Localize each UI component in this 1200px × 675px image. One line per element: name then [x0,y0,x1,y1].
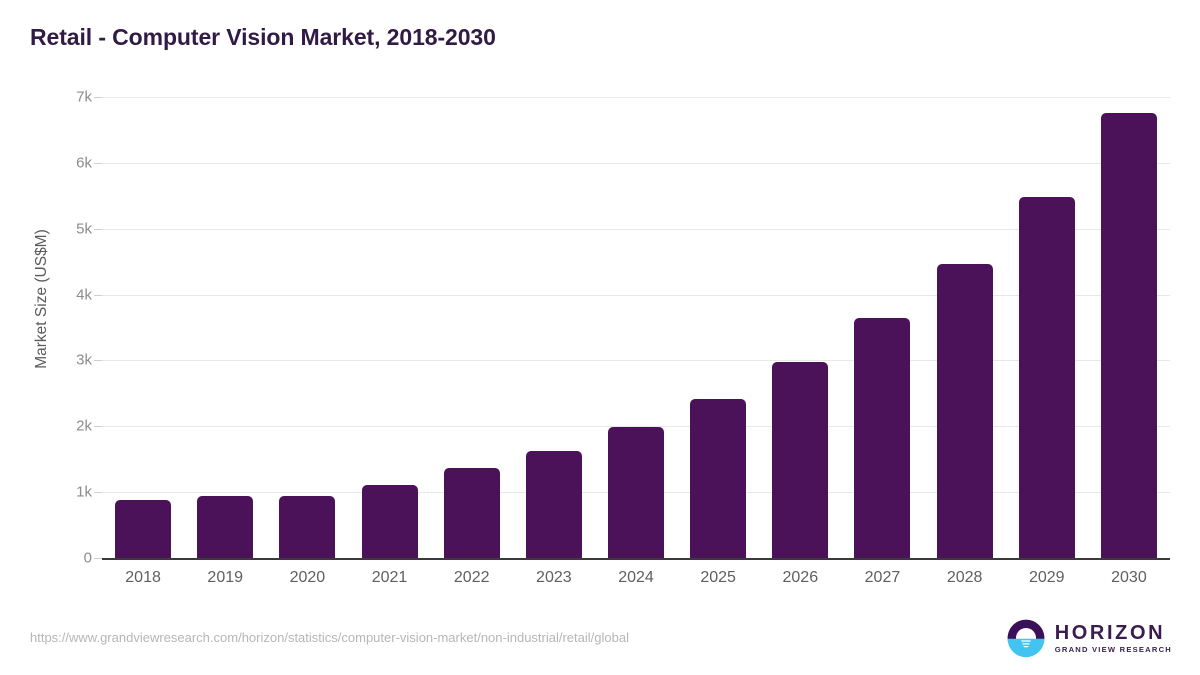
y-axis-tick-label: 5k [76,220,92,238]
y-axis-tick-mark [94,558,102,559]
horizon-tagline: GRAND VIEW RESEARCH [1054,644,1172,654]
bar-group[interactable]: 2026 [772,0,829,675]
bar[interactable] [443,468,500,558]
bar[interactable] [772,361,829,558]
gridline [102,228,1170,230]
chart-bars: 2018 2019 2020 2021 2022 2023 2024 2025 2026 2027… [102,0,1170,675]
y-axis-tick-label: 3k [76,351,92,369]
y-axis-tick-label: 1k [76,483,92,501]
x-axis-tick-label: 2018 [125,569,161,586]
gridline [102,294,1170,296]
horizon-logo-text: HORIZON GRAND VIEW RESEARCH [1055,623,1172,654]
page-title: Retail - Computer Vision Market, 2018-20… [30,24,496,50]
y-axis-tick-label: 7k [76,88,92,106]
bar-group[interactable]: 2023 [525,0,582,675]
bar[interactable] [1100,113,1157,558]
y-axis-tick-mark [94,228,102,230]
x-axis-tick-label: 2022 [453,569,490,586]
x-axis-tick-label: 2023 [536,569,572,586]
y-axis-tick-mark [94,97,102,98]
y-axis-tick-label: 6k [76,154,92,172]
gridline [102,97,1170,98]
x-axis-tick-label: 2019 [207,569,244,586]
bar[interactable] [115,500,172,558]
horizon-logo-icon [1007,619,1045,658]
horizon-logo: HORIZON GRAND VIEW RESEARCH [1006,618,1172,658]
y-axis-tick-mark [94,492,102,494]
bar[interactable] [361,484,418,558]
y-axis-tick-label: 4k [76,286,92,304]
gridline [102,426,1170,428]
x-axis-tick-label: 2020 [289,569,326,586]
bar[interactable] [1018,197,1075,558]
bar[interactable] [197,496,254,558]
horizon-wordmark: HORIZON [1054,621,1166,644]
y-axis-tick-mark [94,294,102,296]
x-axis-tick-label: 2029 [1028,569,1065,586]
bar-group[interactable]: 2022 [443,0,500,675]
bar[interactable] [854,318,911,558]
bar-group[interactable]: 2019 [197,0,254,675]
gridline [102,360,1170,362]
x-axis-tick-label: 2027 [864,569,901,586]
bar-group[interactable]: 2030 [1100,0,1157,675]
bar[interactable] [936,263,993,558]
bar-group[interactable]: 2027 [854,0,911,675]
bar[interactable] [690,398,747,558]
x-axis-tick-label: 2026 [782,569,819,586]
x-axis-tick-label: 2024 [618,569,654,586]
bar-group[interactable]: 2024 [608,0,664,675]
x-axis-tick-label: 2030 [1111,569,1147,586]
bar-group[interactable]: 2029 [1018,0,1075,675]
bar-group[interactable]: 2028 [936,0,993,675]
bar-group[interactable]: 2020 [279,0,336,675]
y-axis-tick-mark [94,426,102,428]
bar[interactable] [608,426,664,558]
x-axis-tick-label: 2025 [700,569,736,586]
gridline [102,162,1170,164]
x-axis-tick-label: 2028 [946,569,983,586]
gridline [102,558,1170,560]
source-url[interactable]: https://www.grandviewresearch.com/horizo… [30,630,629,645]
y-axis-tick-mark [94,360,102,362]
y-axis-tick-label: 0 [83,549,92,567]
x-axis-tick-label: 2021 [371,569,408,586]
bar-group[interactable]: 2021 [361,0,418,675]
y-axis-tick-label: 2k [76,417,92,435]
y-axis-title: Market Size (US$M) [33,229,50,369]
bar[interactable] [279,496,336,558]
y-axis-tick-mark [94,162,102,164]
bar[interactable] [525,450,582,558]
y-axis-tick-labels: 0 1k 2k 3k 4k 5k 6k 7k [52,0,92,675]
bar-group[interactable]: 2018 [115,0,172,675]
bar-group[interactable]: 2025 [690,0,747,675]
